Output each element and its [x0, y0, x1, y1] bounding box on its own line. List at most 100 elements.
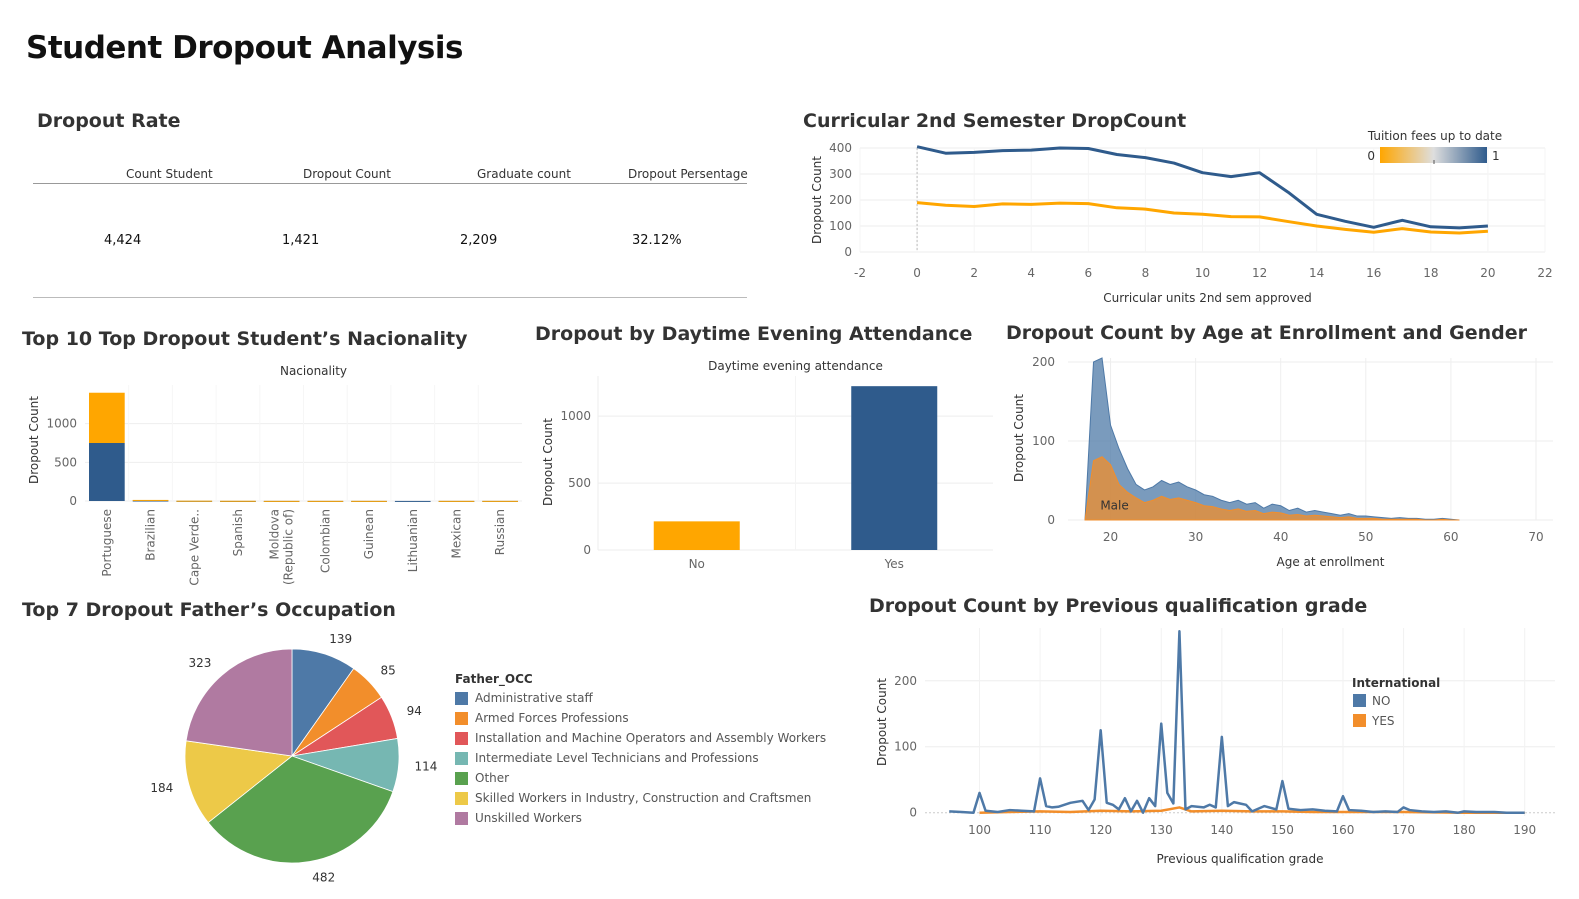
- legend-swatch: [455, 731, 468, 745]
- pie-slice: [184, 740, 293, 824]
- pie-data-label: 323: [189, 656, 212, 670]
- legend-item: Intermediate Level Technicians and Profe…: [455, 748, 826, 768]
- kpi-value-graduate-count: 2,209: [460, 233, 498, 248]
- legend-item: Armed Forces Professions: [455, 708, 826, 728]
- legend-item: Other: [455, 768, 826, 788]
- pie-data-label: 482: [312, 870, 335, 884]
- pie-slice: [207, 755, 394, 864]
- legend-swatch: [1353, 694, 1366, 707]
- kpi-header-graduate-count: Graduate count: [477, 167, 571, 181]
- x-tick-label: 10: [1195, 266, 1210, 280]
- y-tick-label: 0: [909, 806, 917, 820]
- legend-label: YES: [1371, 714, 1395, 728]
- legend-label: Armed Forces Professions: [475, 711, 629, 725]
- series-line: [916, 145, 1489, 230]
- father-occupation-pie-chart: 139 85 94 114 482 184 323: [150, 632, 437, 885]
- y-tick-label: 100: [894, 740, 917, 754]
- y-tick-label: 0: [844, 245, 852, 259]
- x-tick-label: 50: [1358, 530, 1373, 544]
- legend-swatch: [455, 691, 468, 705]
- x-tick-label: 4: [1027, 266, 1035, 280]
- legend-label: Skilled Workers in Industry, Constructio…: [475, 791, 812, 805]
- x-axis-label: Age at enrollment: [1277, 555, 1385, 569]
- x-tick-label: 18: [1423, 266, 1438, 280]
- father-legend-items: Administrative staff Armed Forces Profess…: [455, 688, 826, 828]
- bar-segment: [132, 500, 169, 502]
- legend-swatch: [455, 711, 468, 725]
- bar-segment: [132, 499, 169, 501]
- grade-chart-title: Dropout Count by Previous qualification …: [869, 595, 1368, 617]
- x-tick-label: Moldova: [268, 509, 282, 559]
- y-axis-label: Dropout Count: [27, 396, 41, 484]
- x-tick-label: Guinean: [362, 509, 376, 559]
- y-tick-label: 500: [54, 455, 77, 469]
- x-tick-label: 180: [1453, 823, 1476, 837]
- kpi-header-divider: [33, 183, 747, 184]
- x-tick-label: 60: [1443, 530, 1458, 544]
- father-legend-title: Father_OCC: [455, 672, 533, 686]
- nationality-chart-title: Top 10 Top Dropout Student’s Nacionality: [22, 328, 468, 350]
- kpi-header-dropout-percentage: Dropout Persentage: [628, 167, 748, 181]
- kpi-header-count-student: Count Student: [126, 167, 213, 181]
- bar-segment: [263, 500, 300, 502]
- x-tick-label: 40: [1273, 530, 1288, 544]
- x-tick-label: Cape Verde..: [187, 509, 201, 585]
- legend-swatch: [455, 811, 468, 825]
- kpi-value-dropout-count: 1,421: [282, 233, 320, 248]
- x-tick-label: 160: [1332, 823, 1355, 837]
- kpi-value-count-student: 4,424: [104, 233, 142, 248]
- kpi-value-dropout-percentage: 32.12%: [632, 233, 682, 248]
- x-tick-label: 110: [1029, 823, 1052, 837]
- y-tick-label: 500: [568, 476, 591, 490]
- x-tick-label: (Republic of): [282, 509, 296, 585]
- bar-segment: [438, 500, 475, 502]
- bar-segment: [394, 500, 431, 502]
- x-tick-label: 20: [1480, 266, 1495, 280]
- bar-segment: [307, 500, 344, 502]
- y-axis-label: Dropout Count: [541, 418, 555, 506]
- legend-item: Skilled Workers in Industry, Constructio…: [455, 788, 826, 808]
- legend-label: Installation and Machine Operators and A…: [475, 731, 827, 745]
- bar-segment: [176, 500, 213, 502]
- y-axis-label: Dropout Count: [1012, 394, 1026, 482]
- bar-segment: [351, 500, 387, 502]
- series-line: [949, 630, 1525, 814]
- x-axis-label: Nacionality: [280, 364, 347, 378]
- legend-max-label: 1: [1492, 149, 1500, 163]
- x-tick-label: 70: [1528, 530, 1543, 544]
- x-tick-label: 120: [1089, 823, 1112, 837]
- y-tick-label: 100: [1032, 434, 1055, 448]
- father-chart-title: Top 7 Dropout Father’s Occupation: [22, 599, 396, 621]
- legend-item: Unskilled Workers: [455, 808, 826, 828]
- attendance-bar-chart: 0 500 1000 No Yes Daytime evening attendance D…: [541, 359, 993, 571]
- bar-segment: [220, 500, 256, 502]
- x-tick-label: 140: [1210, 823, 1233, 837]
- age-chart-title: Dropout Count by Age at Enrollment and G…: [1006, 322, 1528, 344]
- bar: [851, 386, 938, 550]
- area-annotation: Male: [1100, 499, 1128, 513]
- x-tick-label: 16: [1366, 266, 1381, 280]
- legend-title: International: [1352, 676, 1440, 690]
- y-tick-label: 200: [829, 193, 852, 207]
- x-tick-label: Portuguese: [100, 509, 114, 577]
- series-line: [916, 201, 1489, 235]
- pie-slice: [185, 648, 293, 757]
- legend-item: Administrative staff: [455, 688, 826, 708]
- bar: [653, 521, 740, 550]
- x-tick-label: 190: [1513, 823, 1536, 837]
- y-tick-label: 0: [69, 494, 77, 508]
- x-tick-label: Colombian: [318, 509, 332, 573]
- pie-data-label: 184: [150, 781, 173, 795]
- kpi-header-dropout-count: Dropout Count: [303, 167, 391, 181]
- y-tick-label: 300: [829, 167, 852, 181]
- legend-swatch: [1353, 714, 1366, 727]
- x-tick-label: 0: [913, 266, 921, 280]
- y-tick-label: 400: [829, 141, 852, 155]
- x-tick-label: 20: [1103, 530, 1118, 544]
- x-tick-label: 170: [1392, 823, 1415, 837]
- y-axis-label: Dropout Count: [875, 678, 889, 766]
- x-tick-label: -2: [854, 266, 866, 280]
- y-tick-label: 200: [1032, 355, 1055, 369]
- legend-label: Intermediate Level Technicians and Profe…: [475, 751, 759, 765]
- x-tick-label: 8: [1142, 266, 1150, 280]
